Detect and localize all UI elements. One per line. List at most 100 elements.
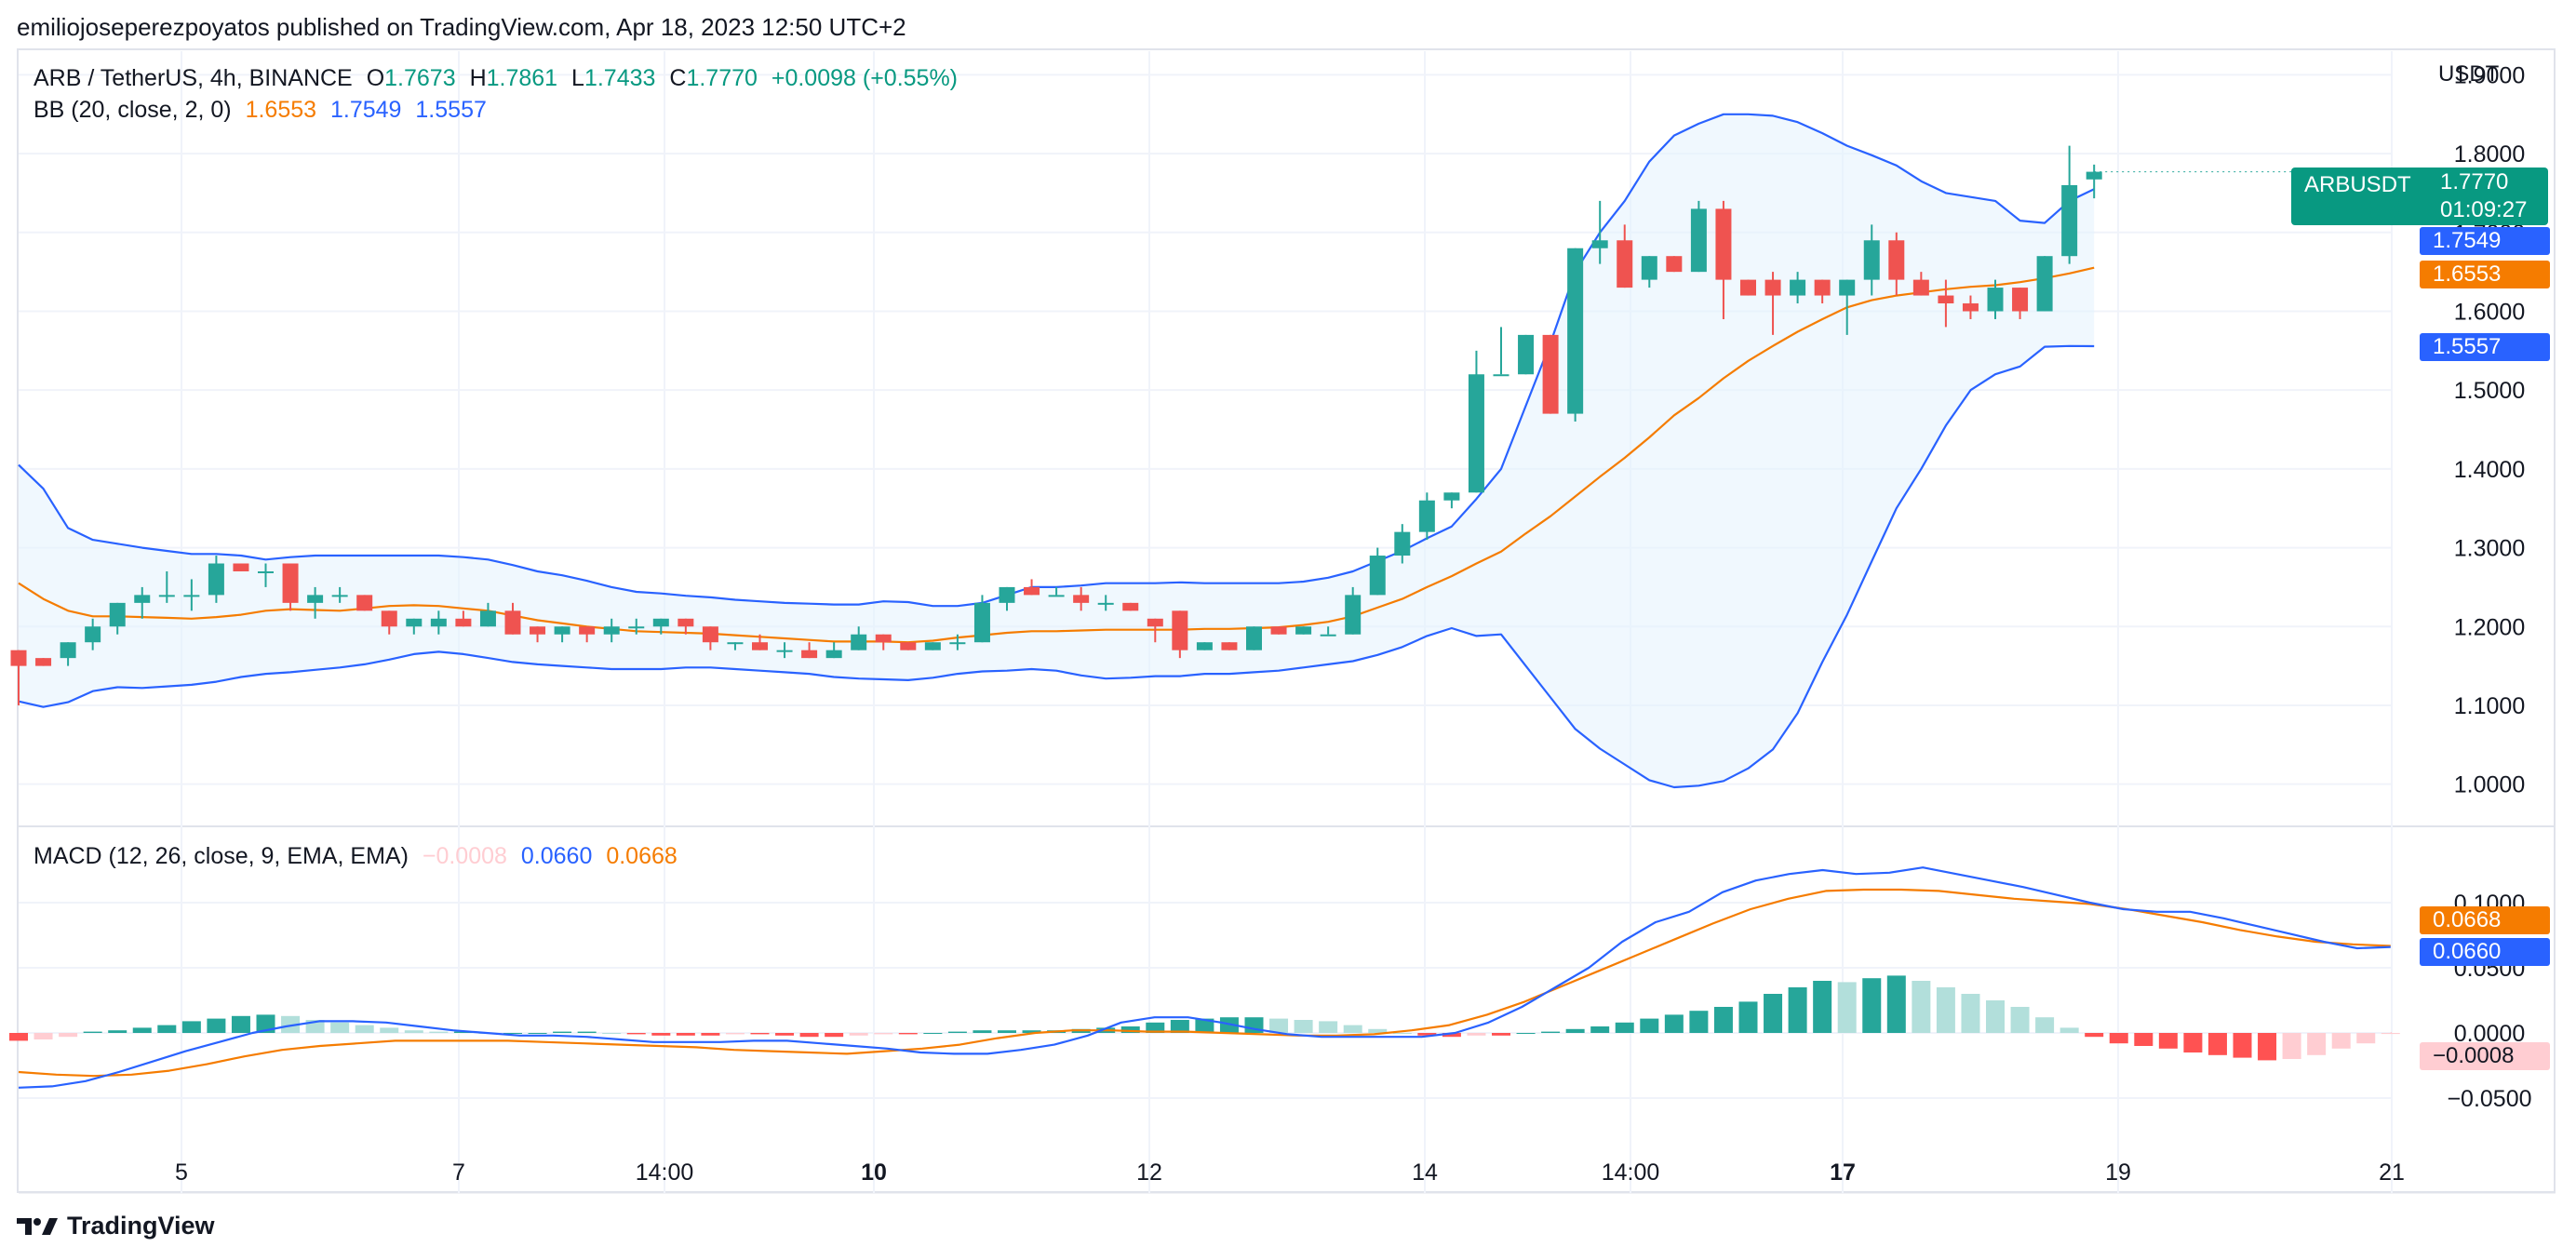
macd-histogram-bar [503,1033,522,1034]
macd-histogram-bar [453,1031,473,1033]
candle-body [1122,602,1139,611]
candle-body [2061,184,2078,257]
macd-name[interactable]: MACD (12, 26, close, 9, EMA, EMA) [34,843,409,869]
open-label: O [366,65,385,91]
candle-body [1048,595,1065,597]
bb-lower-line [18,344,2095,789]
macd-histogram-bar [2010,1007,2030,1033]
candle-body [307,595,324,603]
close-label: C [669,65,687,91]
candle-body [1962,303,1979,312]
candle-body [1493,374,1509,377]
candle-body [1147,618,1163,627]
symbol-legend: ARB / TetherUS, 4h, BINANCE O1.7673 H1.7… [34,65,965,92]
macd-histogram-bar [626,1033,646,1035]
macd-histogram-bar [132,1027,152,1033]
badge-symbol: ARBUSDT [2304,172,2411,197]
candle-body [1764,279,1781,296]
candle-body [924,642,941,650]
macd-histogram-bar [330,1022,350,1033]
candle-body [2036,256,2053,312]
candle-body [109,602,126,627]
candle-body [1320,634,1336,637]
high-value: 1.7861 [486,65,558,91]
candle-body [652,618,669,627]
macd-histogram-bar [676,1033,695,1036]
candle-body [504,610,521,635]
candle-body [702,626,718,643]
macd-histogram-bar [157,1025,177,1033]
macd-histogram-bar [2207,1033,2227,1055]
symbol-name[interactable]: ARB / TetherUS, 4h, BINANCE [34,65,353,91]
macd-histogram-bar [1689,1011,1709,1033]
candle-body [233,563,249,571]
macd-histogram-bar [355,1025,374,1033]
macd-histogram-bar [380,1027,399,1033]
macd-line-value: 0.0660 [520,843,593,869]
macd-histogram-bar [775,1033,795,1036]
candle-body [1617,240,1633,288]
candle-body [579,626,596,635]
macd-histogram-bar [874,1033,893,1035]
macd-histogram-bar [2233,1033,2252,1058]
bb-lower-badge: 1.5557 [2420,333,2550,361]
macd-histogram-bar [528,1033,547,1034]
macd-histogram-bar [1738,1001,1758,1033]
bb-upper-value: 1.7549 [329,97,402,123]
candle-body [1715,208,1732,280]
tradingview-footer[interactable]: TradingView [17,1212,215,1240]
candle-body [825,650,842,659]
price-tick-label: 1.8000 [2454,141,2525,168]
candle-body [1814,279,1831,296]
candle-body [678,618,694,627]
macd-histogram-bar [2307,1033,2327,1055]
macd-histogram-bar [1516,1033,1536,1034]
macd-histogram-bar [1492,1033,1510,1036]
macd-hist-value: −0.0008 [422,843,507,869]
open-value: 1.7673 [384,65,456,91]
bollinger-band-fill [19,114,2095,788]
candle-body [2086,171,2102,180]
macd-histogram-bar [849,1033,868,1036]
macd-histogram-bar [998,1030,1016,1033]
macd-histogram-bar [9,1033,28,1041]
macd-histogram-bar [1417,1033,1437,1036]
tradingview-logo-icon [17,1217,58,1235]
macd-histogram-bar [2356,1033,2376,1044]
candle-body [282,563,299,603]
candle-body [406,618,423,627]
macd-histogram-bar [2331,1033,2351,1049]
macd-histogram-bar [2183,1033,2203,1052]
macd-histogram-bar [1022,1030,1041,1033]
macd-histogram-bar [108,1030,127,1033]
macd-line [18,866,2391,1089]
bb-name[interactable]: BB (20, close, 2, 0) [34,97,232,123]
macd-histogram-bar [2059,1027,2079,1033]
price-tick-label: 1.3000 [2454,536,2525,562]
candle-body [1518,334,1535,375]
candle-body [999,586,1015,603]
macd-histogram-bar [1640,1018,1659,1033]
close-value: 1.7770 [686,65,758,91]
candle-body [430,618,447,627]
candle-body [183,595,200,597]
macd-histogram-bar [1936,987,1955,1033]
candle-body [1369,556,1386,596]
x-tick-label: 14 [1412,1159,1438,1186]
price-axis-unit: USDT [2438,61,2500,87]
macd-histogram-bar [1862,978,1882,1033]
macd-histogram-bar [577,1031,597,1033]
candle-body [479,610,496,627]
macd-histogram-bar [602,1033,622,1034]
macd-tick-label: −0.0500 [2447,1086,2531,1112]
change-value: +0.0098 (+0.55%) [771,65,959,91]
chart-frame [17,48,2556,1193]
x-tick-label: 10 [861,1159,887,1186]
price-tick-label: 1.5000 [2454,378,2525,404]
candle-body [1221,642,1238,650]
macd-line-badge: 0.0660 [2420,938,2550,966]
macd-histogram-bar [34,1033,53,1039]
macd-histogram-bar [1764,994,1783,1033]
macd-histogram-bar [1368,1028,1388,1033]
